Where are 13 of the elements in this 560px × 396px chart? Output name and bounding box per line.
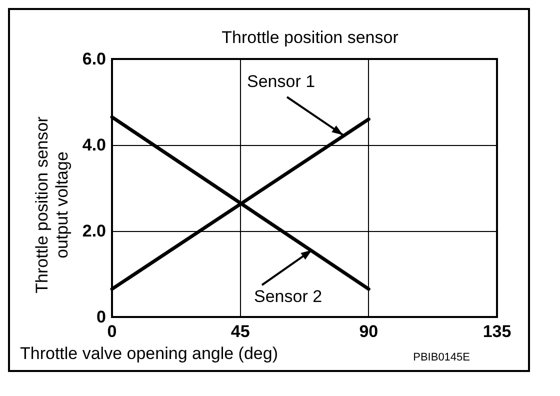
y-tick-label: 4.0 <box>82 136 106 154</box>
x-axis-title: Throttle valve opening angle (deg) <box>20 344 278 363</box>
chart-title: Throttle position sensor <box>222 28 399 47</box>
x-tick-label: 135 <box>482 322 512 341</box>
y-tick-label: 0 <box>96 308 106 326</box>
y-tick-label: 6.0 <box>82 50 106 68</box>
legend-label: Sensor 2 <box>252 287 324 307</box>
text: PBIB0145E <box>413 352 470 364</box>
x-tick-label: 45 <box>230 322 250 341</box>
x-tick-label: 90 <box>359 322 378 341</box>
text: Sensor 1 <box>245 72 318 92</box>
y-axis-title: Throttle position sensor output voltage <box>32 116 72 294</box>
y-tick-label: 2.0 <box>82 222 106 240</box>
